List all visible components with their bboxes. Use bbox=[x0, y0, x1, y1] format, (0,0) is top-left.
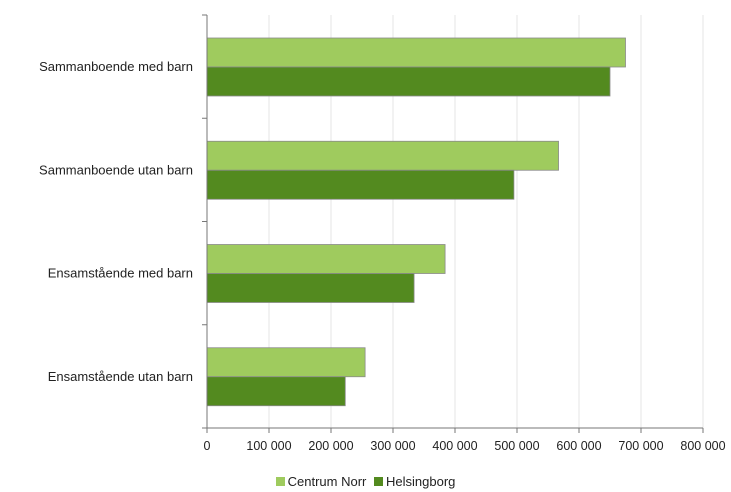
labels: Sammanboende med barn Sammanboende utan b… bbox=[39, 59, 726, 453]
category-label: Sammanboende med barn bbox=[39, 59, 193, 74]
bar bbox=[206, 140, 559, 171]
legend: Centrum Norr Helsingborg bbox=[0, 474, 731, 489]
bars bbox=[206, 37, 626, 407]
bar bbox=[206, 347, 366, 378]
legend-label-helsingborg: Helsingborg bbox=[386, 474, 456, 489]
bar bbox=[206, 244, 446, 274]
legend-label-centrum-norr: Centrum Norr bbox=[287, 474, 367, 489]
category-label: Ensamstående med barn bbox=[48, 266, 193, 281]
bar bbox=[206, 37, 626, 68]
bar bbox=[206, 273, 415, 303]
bar bbox=[206, 376, 346, 407]
category-label: Ensamstående utan barn bbox=[48, 369, 193, 384]
bar bbox=[206, 169, 515, 200]
x-tick-label: 800 000 bbox=[680, 439, 725, 453]
x-tick-label: 600 000 bbox=[556, 439, 601, 453]
x-tick-label: 300 000 bbox=[370, 439, 415, 453]
x-tick-label: 700 000 bbox=[618, 439, 663, 453]
x-tick-label: 0 bbox=[204, 439, 211, 453]
legend-swatch-helsingborg bbox=[374, 477, 383, 486]
x-tick-label: 100 000 bbox=[246, 439, 291, 453]
axes bbox=[202, 14, 704, 433]
legend-swatch-centrum-norr bbox=[275, 477, 285, 486]
x-tick-label: 400 000 bbox=[432, 439, 477, 453]
bar bbox=[206, 66, 611, 97]
bar-chart: Sammanboende med barn Sammanboende utan b… bbox=[39, 14, 726, 453]
category-label: Sammanboende utan barn bbox=[39, 162, 193, 177]
x-tick-label: 200 000 bbox=[308, 439, 353, 453]
legend-item-helsingborg: Helsingborg bbox=[374, 474, 455, 489]
x-tick-label: 500 000 bbox=[494, 439, 539, 453]
legend-item-centrum-norr: Centrum Norr bbox=[275, 474, 367, 489]
